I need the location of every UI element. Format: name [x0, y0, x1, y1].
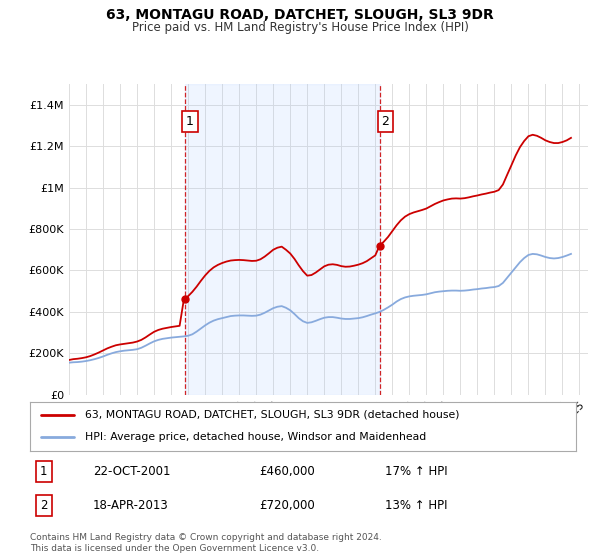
Text: £460,000: £460,000: [259, 465, 315, 478]
Bar: [185, 84, 380, 395]
Text: HPI: Average price, detached house, Windsor and Maidenhead: HPI: Average price, detached house, Wind…: [85, 432, 426, 442]
Text: Price paid vs. HM Land Registry's House Price Index (HPI): Price paid vs. HM Land Registry's House …: [131, 21, 469, 34]
Text: 63, MONTAGU ROAD, DATCHET, SLOUGH, SL3 9DR (detached house): 63, MONTAGU ROAD, DATCHET, SLOUGH, SL3 9…: [85, 410, 459, 420]
Text: Contains HM Land Registry data © Crown copyright and database right 2024.: Contains HM Land Registry data © Crown c…: [30, 533, 382, 542]
Text: 18-APR-2013: 18-APR-2013: [93, 499, 169, 512]
Text: 63, MONTAGU ROAD, DATCHET, SLOUGH, SL3 9DR: 63, MONTAGU ROAD, DATCHET, SLOUGH, SL3 9…: [106, 8, 494, 22]
Text: 13% ↑ HPI: 13% ↑ HPI: [385, 499, 448, 512]
Text: £720,000: £720,000: [259, 499, 315, 512]
Text: This data is licensed under the Open Government Licence v3.0.: This data is licensed under the Open Gov…: [30, 544, 319, 553]
Text: 2: 2: [40, 499, 47, 512]
Text: 1: 1: [186, 115, 194, 128]
Point: [180, 295, 190, 304]
Text: 2: 2: [382, 115, 389, 128]
Text: 22-OCT-2001: 22-OCT-2001: [93, 465, 170, 478]
Point: [376, 241, 385, 250]
Text: 1: 1: [40, 465, 47, 478]
Text: 17% ↑ HPI: 17% ↑ HPI: [385, 465, 448, 478]
